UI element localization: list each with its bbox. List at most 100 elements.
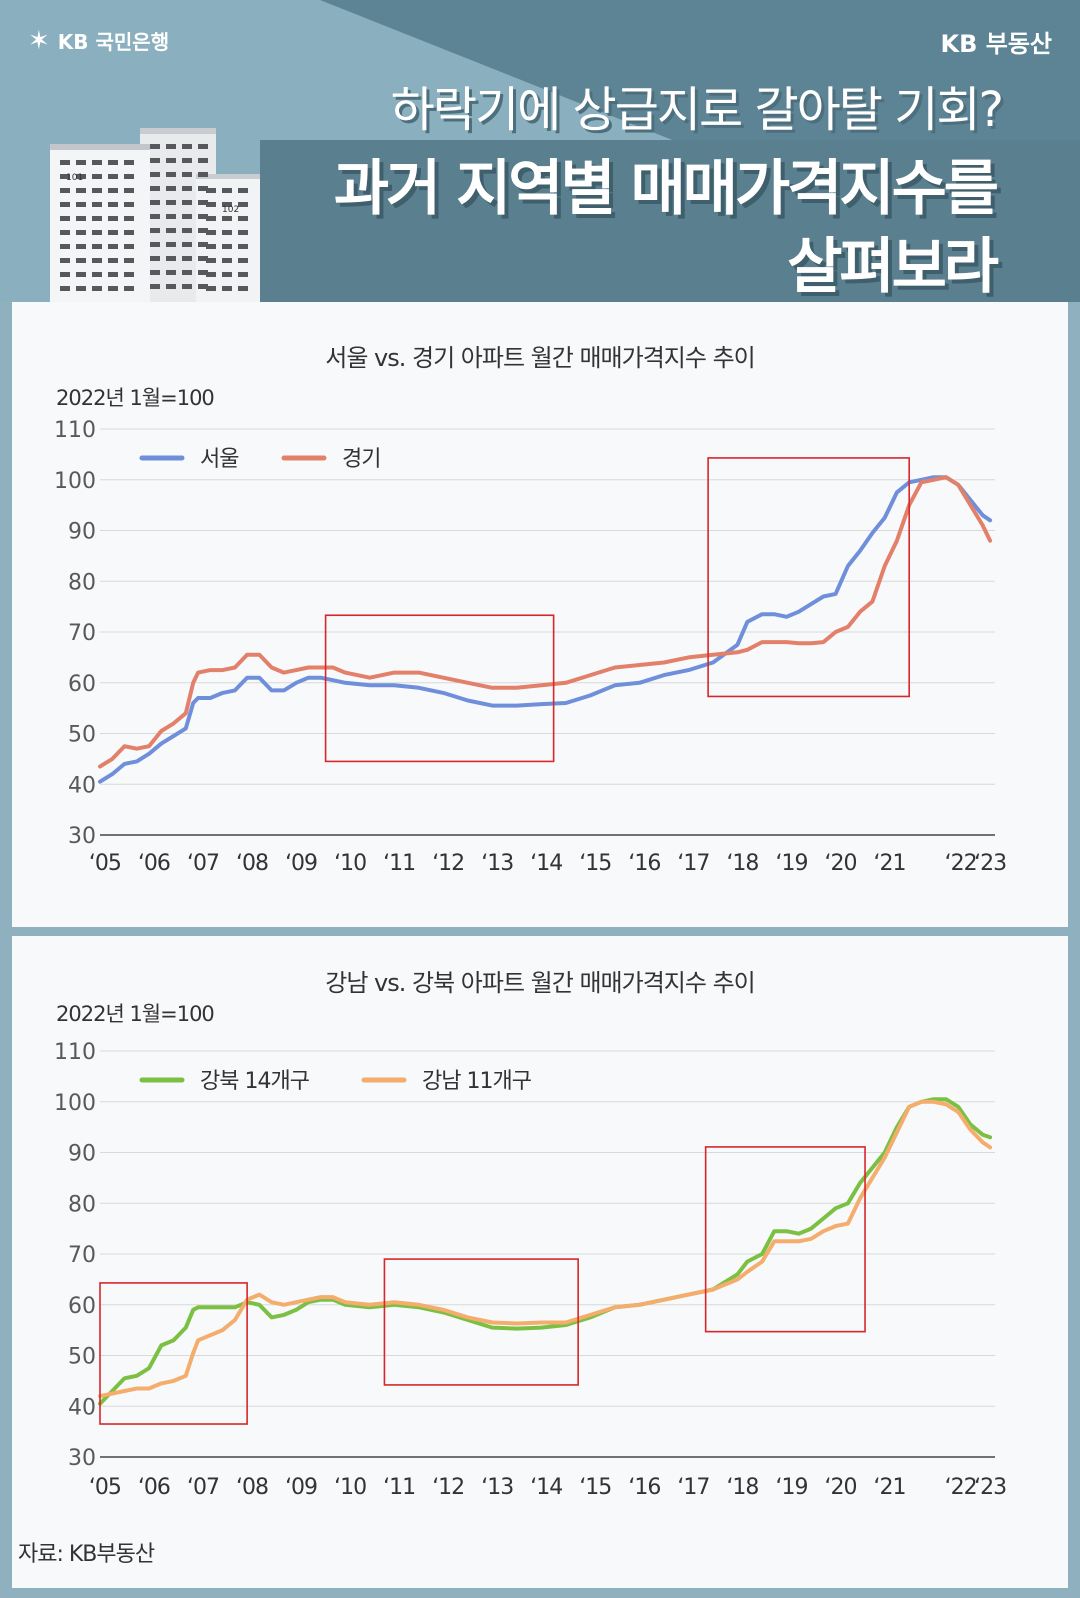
building-window — [166, 284, 176, 289]
x-tick-label: ‘13 — [481, 851, 513, 876]
building-window — [166, 200, 176, 205]
building-window — [222, 244, 232, 249]
building-window — [166, 270, 176, 275]
building-label-101: 101 — [66, 173, 83, 183]
y-tick-label: 100 — [54, 469, 96, 494]
building-window — [166, 214, 176, 219]
building-window — [150, 284, 160, 289]
x-tick-label: ‘18 — [726, 851, 758, 876]
building-window — [76, 230, 86, 235]
building-window — [222, 188, 232, 193]
building-window — [150, 228, 160, 233]
building-window — [124, 258, 134, 263]
building-window — [108, 272, 118, 277]
chart-title: 강남 vs. 강북 아파트 월간 매매가격지수 추이 — [325, 969, 754, 997]
x-tick-label: ‘06 — [138, 1475, 170, 1500]
y-axis-unit-label: 2022년 1월=100 — [56, 386, 214, 410]
building-window — [166, 242, 176, 247]
x-tick-label: ‘23 — [974, 1475, 1006, 1500]
chart-title: 서울 vs. 경기 아파트 월간 매매가격지수 추이 — [325, 344, 754, 372]
building-window — [60, 286, 70, 291]
building-window — [124, 174, 134, 179]
y-tick-label: 80 — [68, 570, 96, 595]
building-window — [222, 286, 232, 291]
x-tick-label: ‘19 — [775, 851, 807, 876]
building-window — [92, 160, 102, 165]
building-window — [206, 202, 216, 207]
x-tick-label: ‘15 — [579, 851, 611, 876]
kb-realestate-logo: KB 부동산 — [940, 30, 1053, 58]
x-tick-label: ‘11 — [383, 851, 415, 876]
y-tick-label: 110 — [54, 418, 96, 443]
chart-gangnam-gangbuk: 강남 vs. 강북 아파트 월간 매매가격지수 추이 2022년 1월=100 … — [54, 969, 1007, 1500]
x-tick-label: ‘19 — [775, 1475, 807, 1500]
x-tick-label: ‘16 — [628, 1475, 660, 1500]
building-window — [76, 202, 86, 207]
building-window — [124, 188, 134, 193]
x-tick-label: ‘22 — [945, 851, 977, 876]
building-window — [166, 172, 176, 177]
building-window — [198, 270, 208, 275]
building-window — [124, 244, 134, 249]
x-tick-label: ‘05 — [89, 1475, 121, 1500]
building-window — [60, 230, 70, 235]
y-tick-label: 70 — [68, 621, 96, 646]
x-tick-label: ‘13 — [481, 1475, 513, 1500]
building-window — [108, 244, 118, 249]
title-line-3: 살펴보라 — [787, 232, 999, 302]
building-window — [76, 258, 86, 263]
building-window — [92, 244, 102, 249]
x-tick-label: ‘17 — [677, 1475, 709, 1500]
x-tick-label: ‘10 — [334, 851, 366, 876]
y-tick-label: 90 — [68, 1142, 96, 1167]
building-window — [124, 272, 134, 277]
building-window — [92, 272, 102, 277]
building-window — [206, 188, 216, 193]
building-window — [182, 172, 192, 177]
chart-seoul-gyeonggi: 서울 vs. 경기 아파트 월간 매매가격지수 추이 2022년 1월=100 … — [54, 344, 1007, 876]
building-window — [150, 144, 160, 149]
building-window — [222, 202, 232, 207]
y-tick-label: 90 — [68, 520, 96, 545]
y-tick-label: 60 — [68, 672, 96, 697]
building-window — [92, 202, 102, 207]
building-window — [238, 286, 248, 291]
building-window — [182, 158, 192, 163]
title-line-2: 과거 지역별 매매가격지수를 — [333, 154, 999, 224]
building-window — [206, 244, 216, 249]
building-window — [108, 230, 118, 235]
x-tick-label: ‘14 — [530, 851, 562, 876]
title-line-1: 하락기에 상급지로 갈아탈 기회? — [390, 82, 1004, 138]
building-window — [182, 242, 192, 247]
building-window — [92, 216, 102, 221]
x-tick-label: ‘11 — [383, 1475, 415, 1500]
legend-label: 강북 14개구 — [200, 1069, 310, 1094]
building-window — [60, 188, 70, 193]
building-window — [124, 202, 134, 207]
x-tick-label: ‘21 — [874, 851, 906, 876]
chart-panel-seoul-gyeonggi: 서울 vs. 경기 아파트 월간 매매가격지수 추이 2022년 1월=100 … — [12, 302, 1068, 927]
building-window — [238, 272, 248, 277]
building-window — [124, 216, 134, 221]
x-tick-label: ‘21 — [874, 1475, 906, 1500]
building-window — [198, 284, 208, 289]
legend-label: 강남 11개구 — [422, 1069, 532, 1094]
x-tick-label: ‘18 — [726, 1475, 758, 1500]
y-tick-label: 110 — [54, 1040, 96, 1065]
building-window — [222, 272, 232, 277]
y-tick-label: 30 — [68, 824, 96, 849]
building-window — [150, 256, 160, 261]
building-window — [238, 244, 248, 249]
y-tick-label: 50 — [68, 723, 96, 748]
building-window — [92, 258, 102, 263]
building-window — [60, 244, 70, 249]
building-window — [150, 186, 160, 191]
header-title-band — [260, 140, 1080, 302]
building-window — [182, 186, 192, 191]
building-window — [238, 188, 248, 193]
building-window — [166, 228, 176, 233]
series-line-seoul — [98, 475, 993, 784]
series-line-gyeonggi — [98, 475, 993, 769]
building-window — [76, 286, 86, 291]
building-window — [60, 258, 70, 263]
